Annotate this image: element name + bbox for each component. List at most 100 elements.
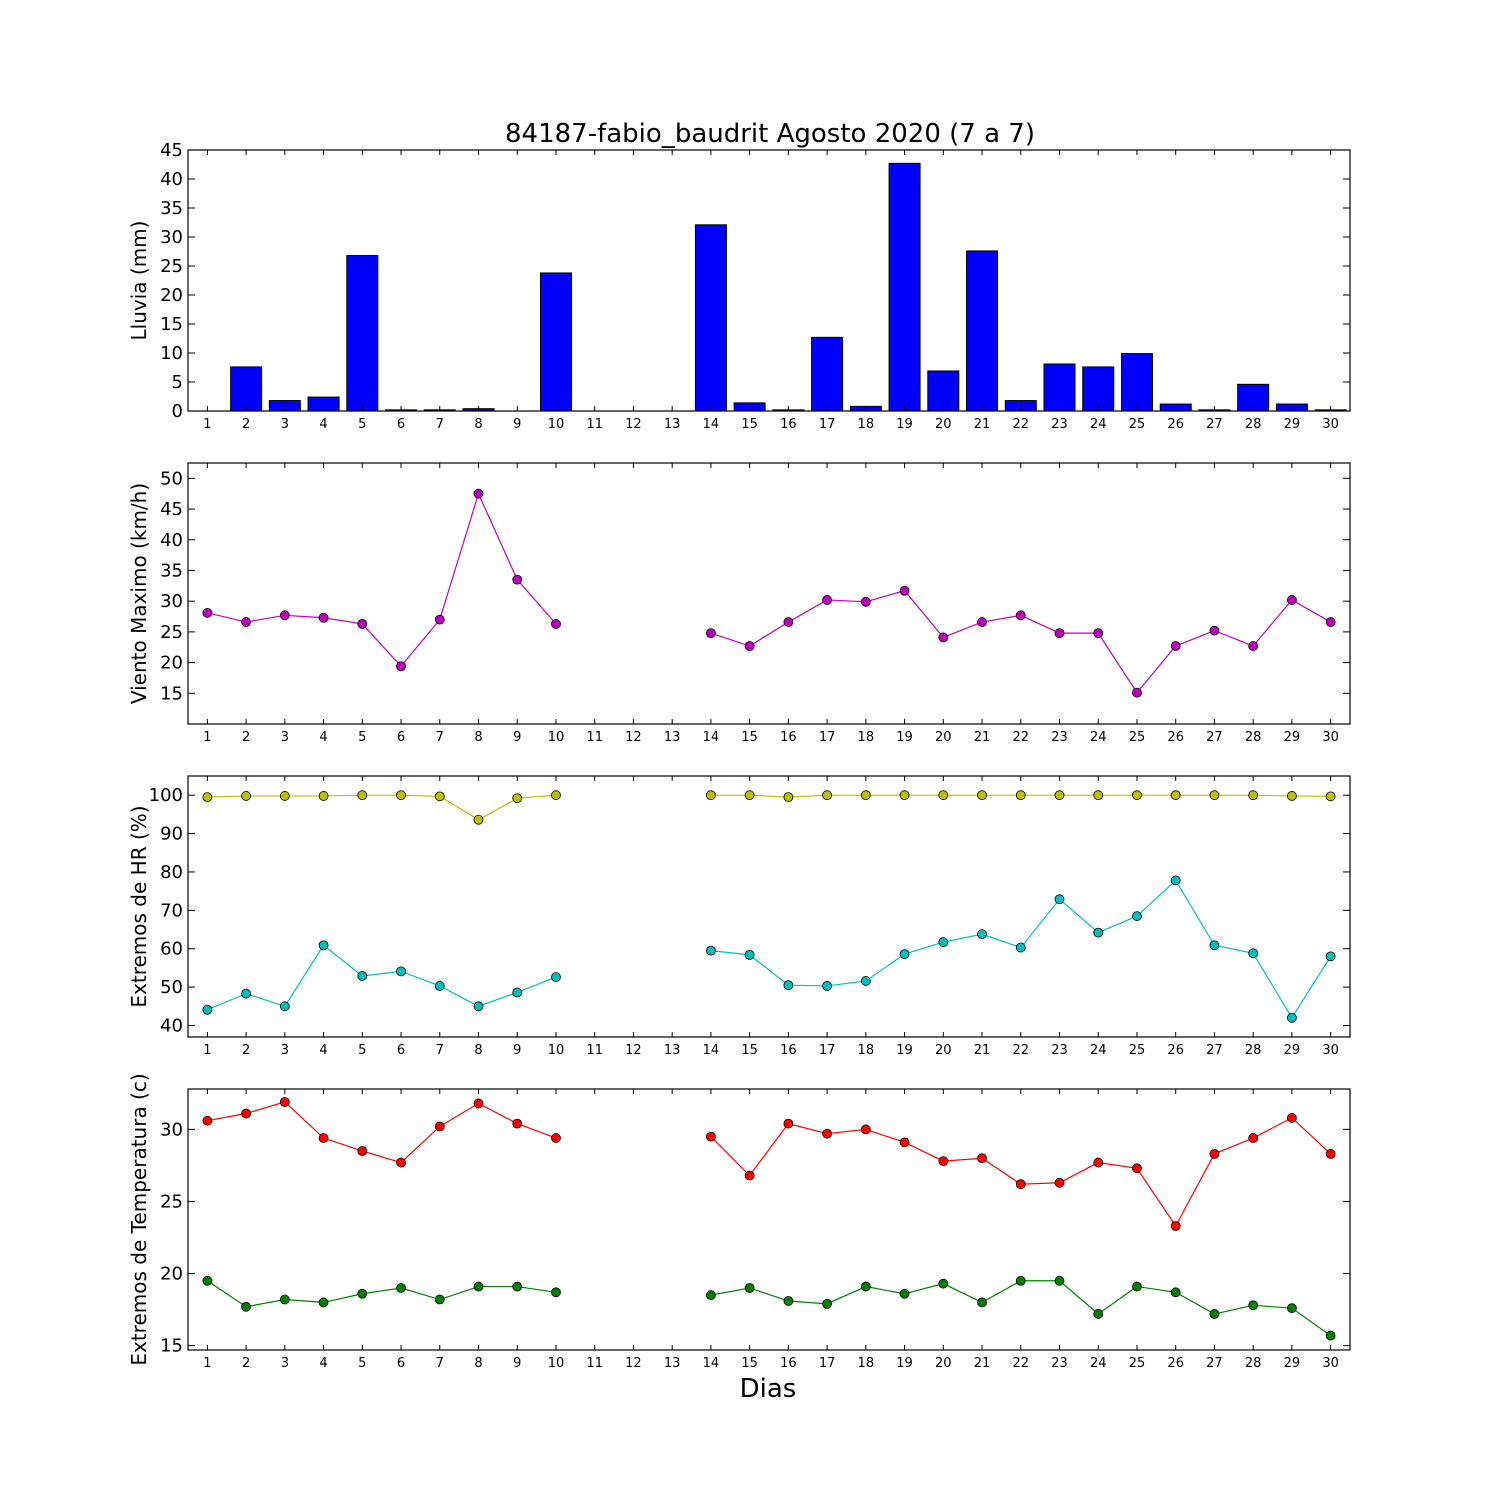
temperature-series-0-point — [551, 1133, 561, 1143]
wind-xtick-label: 1 — [203, 730, 211, 745]
temperature-ytick-label: 30 — [160, 1119, 183, 1140]
humidity-y-axis-label: Extremos de HR (%) — [127, 805, 151, 1007]
humidity-series-0-point — [1209, 790, 1220, 801]
temperature-series-0-point — [1170, 1221, 1181, 1231]
humidity-xtick-label: 10 — [548, 1043, 565, 1058]
humidity-series-1-point — [977, 929, 987, 940]
x-axis-label: Dias — [740, 1374, 797, 1404]
temperature-xtick-label: 24 — [1090, 1356, 1107, 1371]
humidity-series-1-point — [1170, 875, 1181, 886]
temperature-series-0-point — [1054, 1177, 1065, 1188]
temperature-xtick-label: 22 — [1012, 1356, 1029, 1371]
rain-ytick-label: 5 — [172, 372, 183, 393]
wind-series-0-point — [1054, 628, 1065, 639]
temperature-xtick-label: 30 — [1322, 1356, 1339, 1371]
humidity-xtick-label: 2 — [242, 1043, 250, 1058]
wind-series-0-point — [1170, 641, 1181, 651]
rain-xtick-label: 23 — [1051, 417, 1068, 432]
temperature-series-0-point — [434, 1121, 445, 1132]
wind-y-axis-label: Viento Maximo (km/h) — [127, 483, 151, 704]
humidity-series-0-point — [977, 790, 987, 801]
temperature-series-1-point — [1093, 1309, 1104, 1319]
humidity-series-1-line — [207, 944, 557, 1011]
wind-xtick-label: 27 — [1206, 730, 1223, 745]
rain-ytick-label: 20 — [160, 285, 183, 306]
humidity-series-1-point — [783, 980, 794, 991]
rain-xtick-label: 13 — [664, 417, 681, 432]
temperature-series-1-point — [977, 1297, 987, 1308]
wind-frame — [187, 462, 1351, 725]
rain-bar — [927, 370, 960, 412]
wind-series-0-point — [860, 596, 871, 607]
humidity-ytick-label: 40 — [160, 1015, 183, 1036]
temperature-series-1-point — [202, 1275, 213, 1286]
wind-xtick-label: 30 — [1322, 730, 1339, 745]
wind-xtick-label: 9 — [513, 730, 521, 745]
wind-series-0-point — [434, 614, 445, 625]
temperature-xtick-label: 9 — [513, 1356, 521, 1371]
temperature-xtick-label: 4 — [319, 1356, 327, 1371]
humidity-series-0-point — [473, 814, 484, 825]
humidity-series-1-point — [241, 988, 252, 999]
humidity-series-0-point — [1287, 791, 1297, 801]
humidity-series-0-point — [1170, 790, 1181, 801]
temperature-series-1-point — [1170, 1287, 1181, 1298]
temperature-series-1-point — [1015, 1275, 1026, 1286]
wind-xtick-label: 4 — [319, 730, 327, 745]
wind-xtick-label: 29 — [1284, 730, 1301, 745]
temperature-series-0-point — [512, 1118, 523, 1129]
humidity-series-0-point — [744, 790, 755, 801]
temperature-series-1-point — [1209, 1309, 1220, 1319]
wind-ytick-label: 20 — [160, 653, 183, 674]
humidity-series-0-point — [202, 792, 213, 803]
temperature-xtick-label: 3 — [281, 1356, 289, 1371]
rain-xtick-label: 25 — [1129, 417, 1146, 432]
humidity-xtick-label: 14 — [703, 1043, 720, 1058]
wind-series-0-point — [744, 641, 755, 651]
wind-series-0-point — [822, 595, 832, 605]
temperature-xtick-label: 2 — [242, 1356, 250, 1371]
wind-xtick-label: 6 — [397, 730, 405, 745]
wind-series-0-point — [1248, 641, 1259, 651]
temperature-xtick-label: 1 — [203, 1356, 211, 1371]
rain-bar — [230, 366, 263, 412]
temperature-xtick-label: 6 — [397, 1356, 405, 1371]
humidity-xtick-label: 12 — [625, 1043, 642, 1058]
wind-xtick-label: 21 — [974, 730, 991, 745]
humidity-series-0-point — [434, 791, 445, 802]
wind-series-0-point — [1209, 625, 1220, 636]
temperature-series-1-point — [1325, 1330, 1336, 1341]
humidity-series-0-line — [207, 794, 557, 821]
temperature-xtick-label: 21 — [974, 1356, 991, 1371]
wind-xtick-label: 25 — [1129, 730, 1146, 745]
humidity-xtick-label: 28 — [1245, 1043, 1262, 1058]
temperature-xtick-label: 11 — [586, 1356, 603, 1371]
humidity-xtick-label: 15 — [741, 1043, 758, 1058]
humidity-xtick-label: 23 — [1051, 1043, 1068, 1058]
temperature-series-0-point — [1093, 1157, 1104, 1168]
rain-bar — [539, 272, 572, 412]
rain-xtick-label: 14 — [703, 417, 720, 432]
temperature-series-1-point — [1287, 1303, 1297, 1314]
humidity-xtick-label: 21 — [974, 1043, 991, 1058]
temperature-series-1-point — [706, 1290, 716, 1301]
humidity-series-0-point — [396, 790, 406, 801]
temperature-ytick-label: 25 — [160, 1191, 183, 1212]
temperature-series-0-point — [1248, 1133, 1259, 1143]
humidity-series-1-point — [202, 1004, 213, 1015]
temperature-series-1-point — [1132, 1281, 1142, 1292]
temperature-series-0-point — [744, 1170, 755, 1181]
temperature-series-0-point — [279, 1097, 290, 1107]
humidity-series-1-point — [822, 981, 832, 991]
temperature-series-1-point — [279, 1294, 290, 1305]
wind-ytick-label: 35 — [160, 560, 183, 581]
humidity-xtick-label: 11 — [586, 1043, 603, 1058]
humidity-series-0-point — [279, 791, 290, 801]
wind-series-0-point — [1325, 617, 1336, 627]
temperature-xtick-label: 17 — [819, 1356, 836, 1371]
temperature-series-0-point — [202, 1115, 213, 1126]
rain-xtick-label: 2 — [242, 417, 250, 432]
humidity-series-0-point — [1054, 790, 1065, 801]
temperature-series-0-point — [241, 1108, 252, 1119]
wind-xtick-label: 19 — [896, 730, 913, 745]
